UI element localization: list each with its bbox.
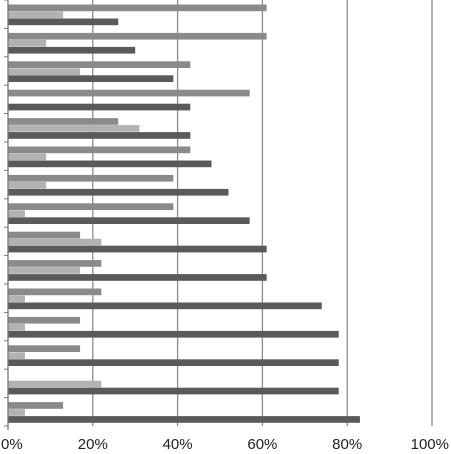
bar-row7-series2 [8, 181, 47, 189]
bar-row2-series1 [8, 32, 267, 40]
bar-row6-series1 [8, 146, 191, 154]
x-tick-label: 20% [78, 436, 108, 453]
y-axis [4, 0, 9, 430]
bar-row11-series1 [8, 288, 102, 296]
gridlines [92, 0, 433, 426]
bar-row12-series3 [8, 330, 339, 338]
bar-row5-series1 [8, 118, 119, 125]
bar-row15-series3 [8, 416, 360, 423]
bar-row4-series1 [8, 89, 250, 97]
x-tick-label: 40% [163, 436, 193, 453]
bars [8, 4, 360, 423]
bar-row3-series3 [8, 75, 174, 82]
bar-row7-series1 [8, 174, 174, 182]
bar-row5-series2 [8, 125, 140, 132]
bar-row14-series3 [8, 387, 339, 395]
bar-row12-series1 [8, 316, 81, 324]
bar-row4-series3 [8, 103, 191, 111]
bar-row2-series2 [8, 39, 47, 47]
bar-row2-series3 [8, 46, 136, 54]
x-tick-labels: 0% 20% 40% 60% 80% 100% [1, 436, 449, 453]
bar-row3-series1 [8, 61, 191, 68]
bar-row9-series1 [8, 231, 81, 239]
bar-row1-series3 [8, 18, 119, 26]
bar-row11-series2 [8, 295, 25, 303]
bar-row5-series3 [8, 132, 191, 139]
x-tick-label: 100% [411, 436, 449, 453]
bar-row6-series3 [8, 160, 212, 168]
bar-row10-series2 [8, 267, 81, 274]
bar-row9-series2 [8, 238, 102, 246]
x-tick-label: 60% [247, 436, 277, 453]
bar-row8-series1 [8, 203, 174, 210]
bar-row13-series3 [8, 359, 339, 366]
bar-row6-series2 [8, 153, 47, 161]
bar-row14-series2 [8, 380, 102, 388]
bar-row8-series3 [8, 217, 250, 224]
bar-row3-series2 [8, 68, 81, 75]
bar-row7-series3 [8, 188, 229, 196]
bar-row13-series2 [8, 352, 25, 359]
bar-row1-series1 [8, 4, 267, 12]
bar-row11-series3 [8, 302, 322, 310]
bar-row1-series2 [8, 11, 64, 19]
bar-row10-series3 [8, 274, 267, 281]
bar-row15-series1 [8, 402, 64, 409]
x-tick-label: 0% [1, 436, 23, 453]
bar-row15-series2 [8, 409, 25, 416]
bar-row8-series2 [8, 210, 25, 217]
bar-row9-series3 [8, 245, 267, 253]
bar-row13-series1 [8, 345, 81, 352]
bar-row12-series2 [8, 323, 25, 331]
x-tick-label: 80% [332, 436, 362, 453]
bar-row10-series1 [8, 260, 102, 267]
